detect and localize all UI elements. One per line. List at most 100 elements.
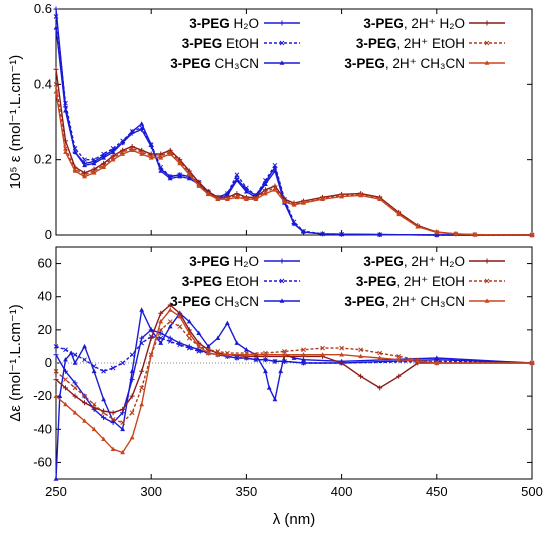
data-point <box>139 340 145 346</box>
data-point <box>415 358 421 364</box>
data-point <box>186 172 192 177</box>
y-tick-label: 0 <box>45 227 52 242</box>
data-point <box>82 343 87 349</box>
data-point <box>53 25 59 30</box>
data-point <box>244 189 249 194</box>
data-point <box>279 60 285 65</box>
y-tick-label: 40 <box>38 289 52 304</box>
data-point <box>196 343 202 349</box>
legend-label-bold: 3-PEG <box>363 254 404 269</box>
legend-item-5: 3-PEG, 2H⁺ CH₃CN <box>344 56 505 71</box>
x-tick-label: 300 <box>140 484 162 499</box>
data-point <box>396 373 402 379</box>
data-point <box>53 368 59 374</box>
series-line <box>55 27 532 236</box>
data-point <box>158 340 164 345</box>
data-point <box>139 335 145 341</box>
data-point <box>339 345 344 351</box>
data-point <box>167 151 173 156</box>
data-point <box>205 343 211 349</box>
data-point <box>339 231 344 237</box>
legend-label-bold: 3-PEG <box>344 294 385 309</box>
data-point <box>291 355 297 360</box>
data-point <box>72 149 78 154</box>
data-point <box>196 330 202 335</box>
data-point <box>129 368 135 374</box>
data-point <box>158 168 164 173</box>
data-point <box>129 410 135 416</box>
data-point <box>279 258 285 264</box>
data-point <box>129 393 135 399</box>
data-point <box>91 426 97 432</box>
data-point <box>53 66 59 72</box>
legend-label: 3-PEG EtOH <box>182 36 259 51</box>
data-point <box>72 380 78 386</box>
legend-item-3: 3-PEG, 2H⁺ H₂O <box>363 16 505 31</box>
legend-label-bold: 3-PEG <box>356 274 397 289</box>
series-5 <box>53 307 535 455</box>
data-point <box>224 352 230 357</box>
data-point <box>377 355 383 360</box>
legend-label-rest: EtOH <box>222 36 259 51</box>
data-point <box>205 350 211 355</box>
x-tick-label: 500 <box>521 484 543 499</box>
data-point <box>63 377 68 382</box>
data-point <box>320 345 325 351</box>
data-point <box>415 224 421 229</box>
data-point <box>53 81 59 87</box>
legend-label-rest: , 2H⁺ H₂O <box>404 254 465 269</box>
data-point <box>263 181 268 186</box>
data-point <box>253 196 259 202</box>
data-point <box>282 352 287 357</box>
data-point <box>129 128 135 134</box>
data-point <box>205 191 211 197</box>
data-point <box>110 146 116 151</box>
data-point <box>272 187 278 192</box>
data-point <box>91 405 97 411</box>
data-point <box>167 319 173 324</box>
legend-label-bold: 3-PEG <box>182 274 223 289</box>
data-point <box>279 40 285 46</box>
data-point <box>234 355 240 361</box>
data-point <box>139 401 145 407</box>
data-point <box>91 170 97 175</box>
data-point <box>129 434 135 440</box>
data-point <box>272 396 278 402</box>
data-point <box>215 352 221 357</box>
data-point <box>282 349 287 354</box>
data-point <box>186 175 192 181</box>
data-point <box>177 174 183 179</box>
data-point <box>244 347 249 352</box>
data-point <box>396 354 402 359</box>
data-point <box>148 327 154 332</box>
legend-label: 3-PEG, 2H⁺ EtOH <box>356 36 465 51</box>
data-point <box>148 335 154 341</box>
data-point <box>320 196 325 202</box>
legend-label: 3-PEG CH₃CN <box>170 56 259 71</box>
series-line <box>55 335 533 373</box>
series-line <box>55 307 533 480</box>
data-point <box>279 298 285 303</box>
x-tick-label: 450 <box>426 484 448 499</box>
series-group-top <box>53 6 535 238</box>
legend-label-rest: H₂O <box>230 16 259 31</box>
data-point <box>91 157 97 163</box>
data-point <box>139 307 145 312</box>
legend-item-4: 3-PEG, 2H⁺ EtOH <box>356 36 505 51</box>
legend-item-2: 3-PEG CH₃CN <box>170 294 300 309</box>
y-tick-label: 0.4 <box>34 76 52 91</box>
data-point <box>68 350 74 355</box>
data-point <box>82 162 87 168</box>
data-point <box>57 393 63 398</box>
data-point <box>101 396 106 402</box>
data-point <box>177 324 183 329</box>
data-point <box>139 121 145 126</box>
data-point <box>529 360 535 365</box>
data-point <box>215 349 221 354</box>
data-point <box>110 410 116 416</box>
legend-label-rest: , 2H⁺ H₂O <box>404 16 465 31</box>
data-point <box>148 352 154 357</box>
data-point <box>453 231 459 236</box>
legend-label-rest: , 2H⁺ CH₃CN <box>385 294 465 309</box>
